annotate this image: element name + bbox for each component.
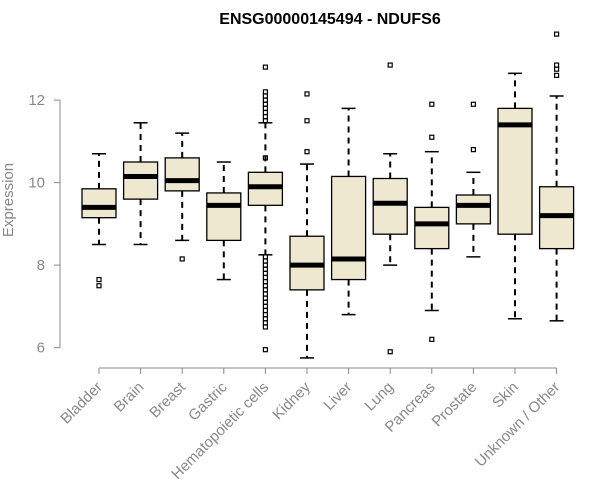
box-lung <box>372 62 408 355</box>
x-tick-label: Brain <box>111 379 148 416</box>
outlier-point <box>470 101 476 107</box>
outlier-point <box>262 287 268 293</box>
x-tick-label: Lung <box>361 379 397 415</box>
x-tick-label: Liver <box>320 379 355 414</box>
iqr-box <box>330 175 367 281</box>
box-bladder <box>81 153 117 289</box>
box-kidney <box>289 91 325 359</box>
y-tick-label: 10 <box>28 175 45 192</box>
box-gastric <box>206 161 242 281</box>
outlier-point <box>429 336 435 342</box>
chart-title: ENSG00000145494 - NDUFS6 <box>219 11 441 28</box>
outlier-point <box>262 64 268 70</box>
y-axis-label: Expression <box>0 163 17 237</box>
outlier-point <box>262 109 268 116</box>
outlier-point <box>262 283 268 289</box>
outlier-point <box>262 295 268 301</box>
outlier-point <box>262 312 268 318</box>
outlier-point <box>262 291 268 297</box>
outlier-point <box>262 105 268 111</box>
outlier-point <box>553 72 560 78</box>
outlier-point <box>262 266 268 272</box>
outlier-point <box>96 276 102 283</box>
outlier-point <box>553 31 560 37</box>
box-unknown-other <box>538 31 575 322</box>
iqr-box <box>122 161 159 200</box>
outlier-point <box>262 118 268 124</box>
y-tick-label: 8 <box>37 257 45 274</box>
x-tick-label: Breast <box>146 378 189 421</box>
iqr-box <box>414 206 450 250</box>
outlier-point <box>387 349 393 355</box>
outlier-point <box>262 320 268 326</box>
y-axis: 6 8 10 12 <box>28 92 61 357</box>
outlier-point <box>262 307 268 314</box>
outlier-point <box>262 258 268 264</box>
outlier-point <box>304 118 310 124</box>
box-prostate <box>455 101 492 258</box>
x-tick-label: Bladder <box>57 379 106 428</box>
outlier-point <box>553 66 560 72</box>
outlier-point <box>429 101 435 107</box>
iqr-box <box>81 188 117 219</box>
outlier-point <box>262 155 268 161</box>
outlier-point <box>262 101 268 107</box>
x-tick-label: Prostate <box>429 379 481 431</box>
box-hematopoietic-cells <box>247 64 284 353</box>
box-skin <box>497 72 533 320</box>
iqr-box <box>455 194 492 225</box>
outlier-point <box>179 256 185 262</box>
iqr-box <box>372 177 408 235</box>
outlier-point <box>262 303 268 309</box>
outlier-point <box>470 147 476 153</box>
outlier-point <box>262 324 268 330</box>
outlier-point <box>387 62 393 68</box>
box-series <box>81 31 575 359</box>
outlier-point <box>262 299 268 305</box>
iqr-box <box>206 192 242 242</box>
y-tick-label: 6 <box>37 340 45 357</box>
x-tick-label: Skin <box>489 379 522 412</box>
outlier-point <box>262 347 268 353</box>
outlier-point <box>262 274 268 281</box>
iqr-box <box>497 107 533 235</box>
iqr-box <box>164 157 200 192</box>
outlier-point <box>304 91 310 97</box>
box-liver <box>330 107 367 316</box>
outlier-point <box>262 97 268 103</box>
outlier-point <box>429 134 435 140</box>
box-brain <box>122 122 159 246</box>
outlier-point <box>262 279 268 285</box>
outlier-point <box>96 283 102 289</box>
outlier-point <box>553 62 560 68</box>
outlier-point <box>262 262 268 268</box>
x-tick-label: Kidney <box>269 378 314 423</box>
outlier-point <box>262 114 268 120</box>
outlier-point <box>262 270 268 276</box>
outlier-point <box>262 316 268 322</box>
y-tick-label: 12 <box>28 92 45 109</box>
box-breast <box>164 132 200 262</box>
outlier-point <box>262 93 268 99</box>
outlier-point <box>304 149 310 155</box>
box-pancreas <box>414 101 450 342</box>
outlier-point <box>262 89 268 95</box>
